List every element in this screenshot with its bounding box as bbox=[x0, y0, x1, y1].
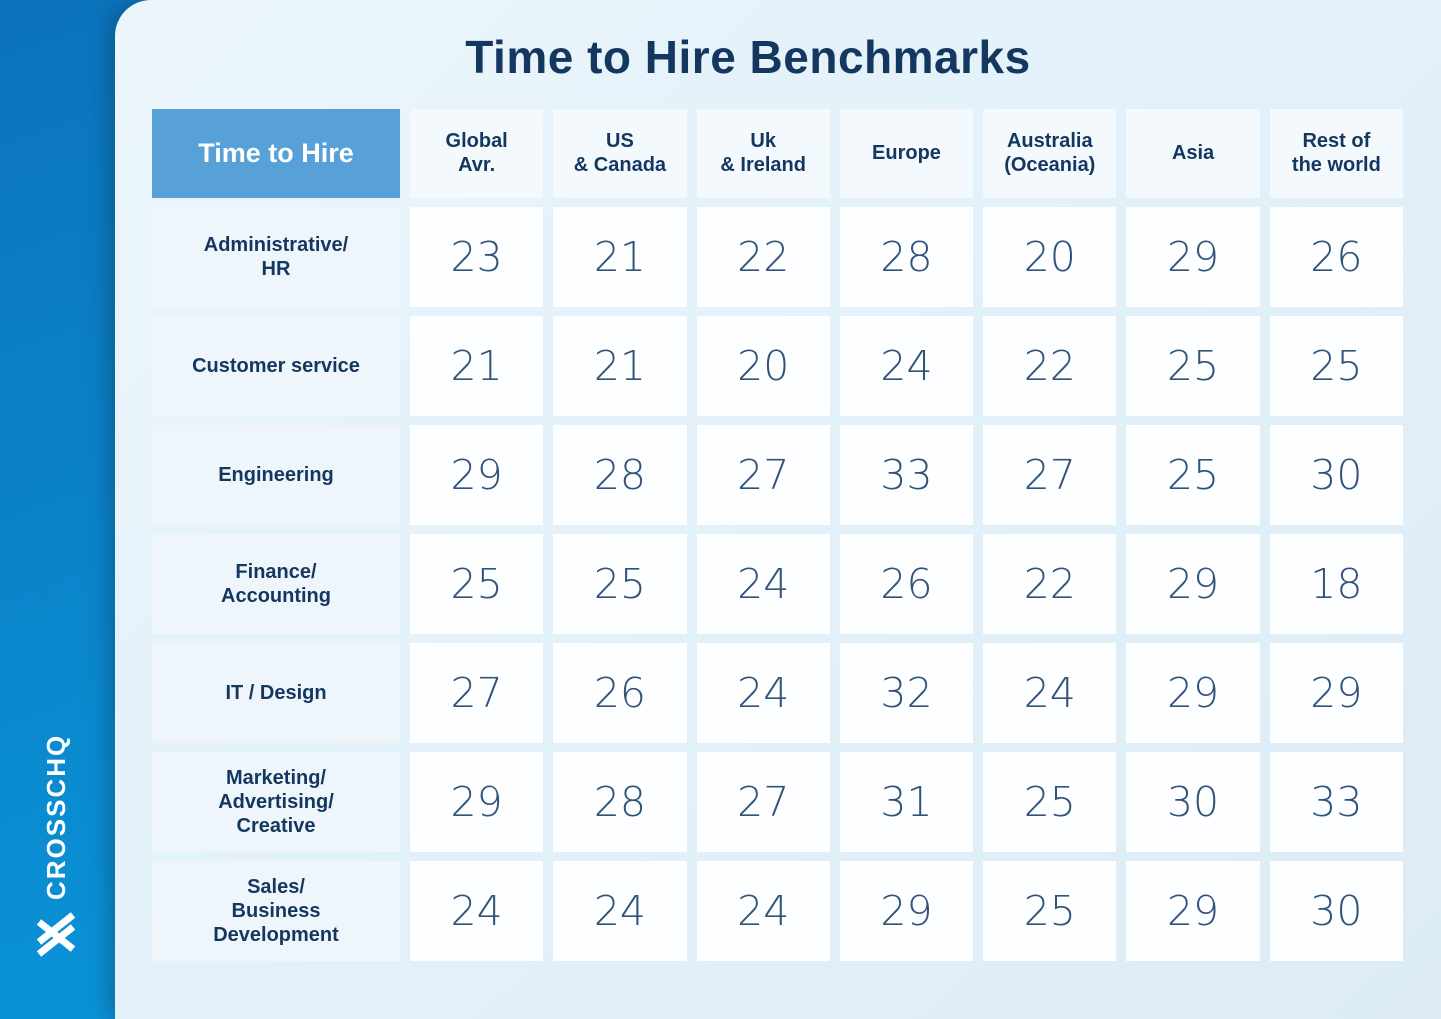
value-cell: 25 bbox=[553, 534, 687, 634]
value-cell: 27 bbox=[696, 425, 830, 525]
value-cell: 25 bbox=[983, 861, 1117, 961]
column-header: Asia bbox=[1126, 109, 1260, 198]
row-header: IT / Design bbox=[152, 643, 400, 743]
value-cell: 28 bbox=[553, 425, 687, 525]
value-cell: 29 bbox=[1126, 861, 1260, 961]
value-cell: 28 bbox=[553, 752, 687, 852]
value-cell: 27 bbox=[983, 425, 1117, 525]
value-cell: 31 bbox=[839, 752, 974, 852]
value-cell: 25 bbox=[1126, 316, 1260, 416]
row-header: Customer service bbox=[152, 316, 400, 416]
value-cell: 33 bbox=[1269, 752, 1403, 852]
value-cell: 29 bbox=[1126, 643, 1260, 743]
value-cell: 24 bbox=[696, 534, 830, 634]
value-cell: 26 bbox=[839, 534, 974, 634]
value-cell: 30 bbox=[1126, 752, 1260, 852]
value-cell: 29 bbox=[410, 425, 544, 525]
column-header: Rest of the world bbox=[1269, 109, 1403, 198]
table-corner-header: Time to Hire bbox=[152, 109, 400, 198]
value-cell: 21 bbox=[553, 207, 687, 307]
value-cell: 24 bbox=[696, 643, 830, 743]
value-cell: 22 bbox=[983, 534, 1117, 634]
value-cell: 18 bbox=[1269, 534, 1403, 634]
value-cell: 30 bbox=[1269, 425, 1403, 525]
content-panel: Time to Hire Benchmarks Time to Hire Glo… bbox=[115, 0, 1441, 1019]
crosschq-logo-text: CROSSCHQ bbox=[40, 733, 71, 900]
value-cell: 26 bbox=[1269, 207, 1403, 307]
sidebar: CROSSCHQ bbox=[0, 0, 115, 1019]
value-cell: 30 bbox=[1269, 861, 1403, 961]
row-header: Sales/ Business Development bbox=[152, 861, 400, 961]
row-header: Finance/ Accounting bbox=[152, 534, 400, 634]
value-cell: 27 bbox=[410, 643, 544, 743]
value-cell: 20 bbox=[983, 207, 1117, 307]
value-cell: 28 bbox=[839, 207, 974, 307]
value-cell: 29 bbox=[1126, 534, 1260, 634]
value-cell: 25 bbox=[1269, 316, 1403, 416]
value-cell: 22 bbox=[696, 207, 830, 307]
page-title: Time to Hire Benchmarks bbox=[465, 31, 1031, 83]
value-cell: 21 bbox=[410, 316, 544, 416]
value-cell: 20 bbox=[696, 316, 830, 416]
value-cell: 25 bbox=[983, 752, 1117, 852]
row-header: Marketing/ Advertising/ Creative bbox=[152, 752, 400, 852]
value-cell: 25 bbox=[410, 534, 544, 634]
value-cell: 29 bbox=[1269, 643, 1403, 743]
column-header: Europe bbox=[839, 109, 974, 198]
value-cell: 32 bbox=[839, 643, 974, 743]
value-cell: 23 bbox=[410, 207, 544, 307]
value-cell: 21 bbox=[553, 316, 687, 416]
crosschq-mark-icon bbox=[36, 912, 76, 957]
column-header: Australia (Oceania) bbox=[983, 109, 1117, 198]
column-header: Global Avr. bbox=[410, 109, 544, 198]
value-cell: 24 bbox=[696, 861, 830, 961]
value-cell: 29 bbox=[839, 861, 974, 961]
value-cell: 29 bbox=[1126, 207, 1260, 307]
value-cell: 33 bbox=[839, 425, 974, 525]
value-cell: 25 bbox=[1126, 425, 1260, 525]
crosschq-logo: CROSSCHQ bbox=[36, 734, 76, 958]
column-header: Uk & Ireland bbox=[696, 109, 830, 198]
value-cell: 24 bbox=[983, 643, 1117, 743]
row-header: Engineering bbox=[152, 425, 400, 525]
value-cell: 22 bbox=[983, 316, 1117, 416]
column-header: US & Canada bbox=[553, 109, 687, 198]
value-cell: 29 bbox=[410, 752, 544, 852]
value-cell: 26 bbox=[553, 643, 687, 743]
value-cell: 27 bbox=[696, 752, 830, 852]
value-cell: 24 bbox=[839, 316, 974, 416]
value-cell: 24 bbox=[553, 861, 687, 961]
benchmark-table: Time to Hire Global Avr. US & Canada Uk … bbox=[152, 109, 1403, 961]
row-header: Administrative/ HR bbox=[152, 207, 400, 307]
value-cell: 24 bbox=[410, 861, 544, 961]
